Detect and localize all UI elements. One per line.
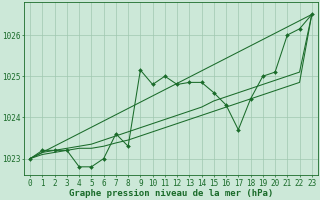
X-axis label: Graphe pression niveau de la mer (hPa): Graphe pression niveau de la mer (hPa) xyxy=(69,189,273,198)
